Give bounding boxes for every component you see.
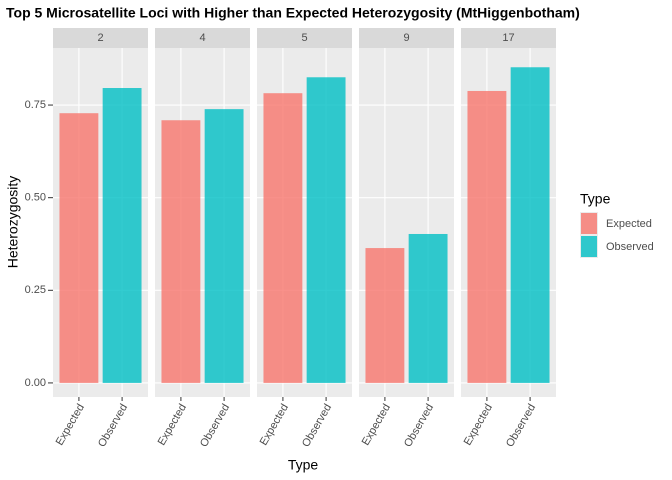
x-tick-label: Observed (198, 402, 232, 449)
strip-label: 9 (403, 32, 409, 44)
x-tick-label: Expected (360, 402, 393, 448)
legend-label: Observed (606, 241, 654, 253)
strip-background (359, 28, 454, 48)
x-tick-label: Observed (300, 402, 334, 449)
strip-label: 17 (502, 32, 514, 44)
bar (365, 248, 405, 383)
strip-background (53, 28, 148, 48)
x-axis-title: Type (288, 457, 319, 473)
chart-title: Top 5 Microsatellite Loci with Higher th… (6, 5, 580, 21)
x-tick-label: Expected (258, 402, 291, 448)
x-tick-label: Expected (54, 402, 87, 448)
bar (59, 113, 99, 383)
x-tick-label: Observed (504, 402, 538, 449)
strip-label: 4 (199, 32, 205, 44)
y-tick-label: 0.25 (25, 284, 46, 296)
strip-label: 2 (97, 32, 103, 44)
strip-background (461, 28, 556, 48)
x-tick-label: Expected (462, 402, 495, 448)
y-tick-label: 0.00 (25, 377, 46, 389)
strip-background (257, 28, 352, 48)
legend-swatch (581, 213, 597, 234)
bar (263, 93, 303, 383)
bar (204, 109, 244, 383)
bar (102, 88, 142, 383)
x-tick-label: Observed (402, 402, 436, 449)
bar (467, 90, 507, 383)
y-tick-label: 0.50 (25, 192, 46, 204)
strip-background (155, 28, 250, 48)
bar (408, 233, 448, 383)
legend-title: Type (580, 191, 611, 207)
bar (161, 120, 201, 383)
bar (306, 77, 346, 383)
x-tick-label: Expected (156, 402, 189, 448)
bar (510, 67, 550, 383)
x-tick-label: Observed (96, 402, 130, 449)
legend-label: Expected (606, 218, 652, 230)
y-axis-title: Heterozygosity (5, 176, 21, 269)
legend-swatch (581, 236, 597, 257)
y-tick-label: 0.75 (25, 99, 46, 111)
strip-label: 5 (301, 32, 307, 44)
